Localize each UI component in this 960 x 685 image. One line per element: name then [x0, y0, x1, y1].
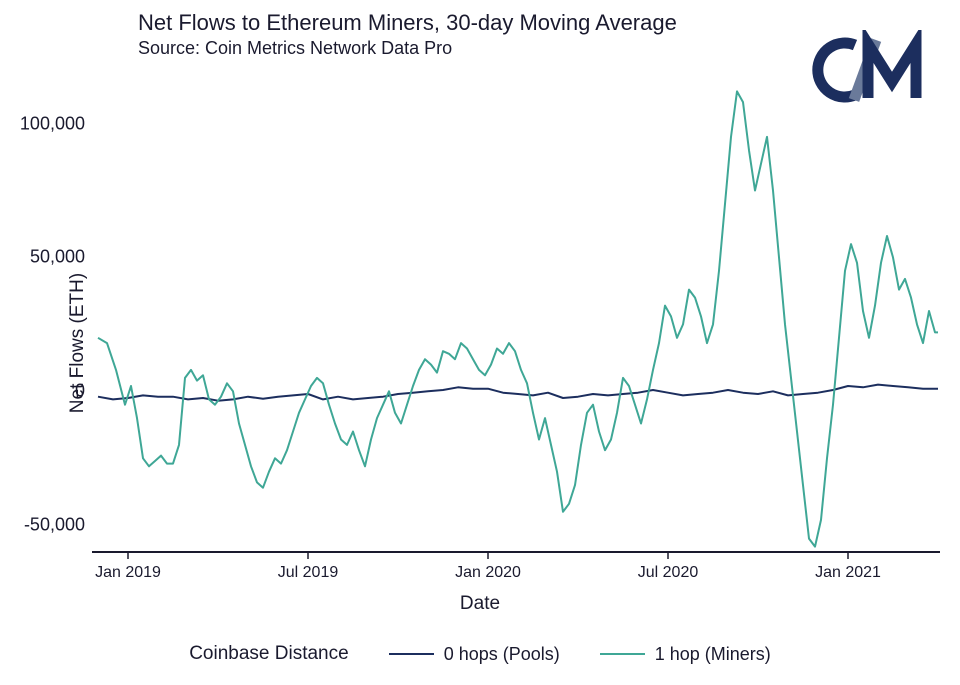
series-line	[98, 91, 938, 546]
legend-swatch-pools	[389, 653, 434, 655]
legend-title: Coinbase Distance	[189, 643, 348, 665]
x-tick-label: Jul 2020	[638, 564, 699, 582]
x-tick-label: Jul 2019	[278, 564, 339, 582]
x-tick-label: Jan 2021	[815, 564, 881, 582]
y-tick-label: 50,000	[30, 247, 85, 268]
x-tick-label: Jan 2019	[95, 564, 161, 582]
y-tick-label: -50,000	[24, 515, 85, 536]
legend-label-miners: 1 hop (Miners)	[655, 644, 771, 665]
series-line	[98, 385, 938, 401]
legend: Coinbase Distance 0 hops (Pools) 1 hop (…	[0, 643, 960, 665]
chart-container: Net Flows to Ethereum Miners, 30-day Mov…	[0, 0, 960, 685]
x-tick-label: Jan 2020	[455, 564, 521, 582]
legend-item-miners: 1 hop (Miners)	[600, 644, 771, 665]
y-tick-label: 0	[75, 381, 85, 402]
legend-swatch-miners	[600, 653, 645, 655]
chart-plot-area	[0, 0, 960, 685]
legend-label-pools: 0 hops (Pools)	[444, 644, 560, 665]
y-tick-label: 100,000	[20, 113, 85, 134]
legend-item-pools: 0 hops (Pools)	[389, 644, 560, 665]
